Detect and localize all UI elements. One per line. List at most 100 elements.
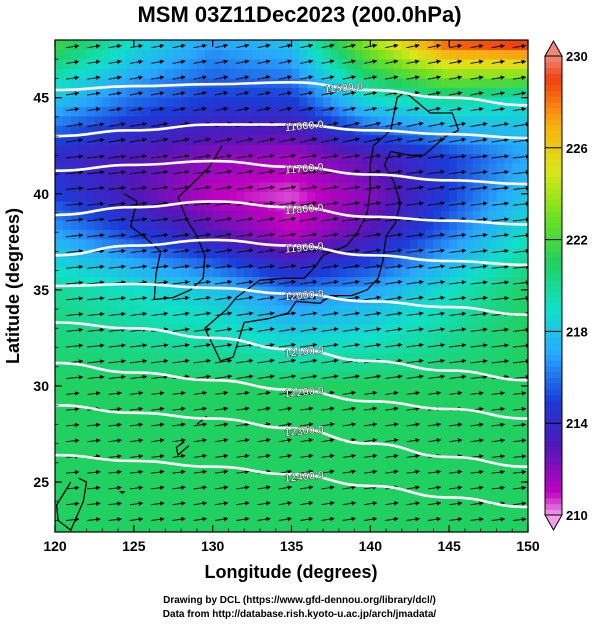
heatmap-cell xyxy=(86,437,96,448)
heatmap-cell xyxy=(409,115,419,126)
heatmap-cell xyxy=(259,58,269,69)
heatmap-cell xyxy=(220,323,230,334)
wind-arrow xyxy=(491,59,505,65)
heatmap-cell xyxy=(307,484,316,495)
heatmap-cell xyxy=(283,286,293,297)
wind-arrow xyxy=(193,469,208,475)
heatmap-cell xyxy=(189,58,198,69)
heatmap-cell xyxy=(299,68,308,79)
heatmap-cell xyxy=(378,371,387,382)
wind-arrow xyxy=(108,248,126,254)
heatmap-cell xyxy=(78,181,88,192)
heatmap-cell xyxy=(393,58,403,69)
heatmap-cell xyxy=(204,125,214,136)
wind-arrow xyxy=(470,391,484,396)
heatmap-cell xyxy=(86,125,96,136)
heatmap-cell xyxy=(433,248,442,259)
heatmap-cell xyxy=(315,465,324,476)
heatmap-cell xyxy=(315,87,324,98)
heatmap-cell xyxy=(472,115,482,126)
heatmap-cell xyxy=(70,427,80,438)
heatmap-cell xyxy=(362,191,371,202)
heatmap-cell xyxy=(449,304,458,315)
wind-arrow xyxy=(278,516,293,522)
heatmap-cell xyxy=(472,314,482,325)
heatmap-cell xyxy=(244,437,253,448)
heatmap-cell xyxy=(417,257,427,268)
heatmap-cell xyxy=(212,115,222,126)
heatmap-cell xyxy=(291,361,300,372)
heatmap-cell xyxy=(354,503,364,514)
heatmap-cell xyxy=(307,267,316,278)
heatmap-cell xyxy=(346,153,356,164)
heatmap-cell xyxy=(157,323,166,334)
wind-arrow xyxy=(257,248,275,254)
heatmap-cell xyxy=(78,314,88,325)
heatmap-cell xyxy=(204,286,214,297)
heatmap-cell xyxy=(520,295,528,306)
wind-arrow xyxy=(87,501,101,506)
heatmap-cell xyxy=(149,513,159,524)
wind-arrow xyxy=(300,43,314,49)
heatmap-cell xyxy=(433,446,442,457)
heatmap-cell xyxy=(362,163,371,174)
heatmap-cell xyxy=(346,191,356,202)
heatmap-cell xyxy=(275,96,285,107)
heatmap-cell xyxy=(236,494,245,505)
heatmap-cell xyxy=(464,153,474,164)
heatmap-cell xyxy=(212,399,222,410)
wind-arrow xyxy=(87,185,105,191)
heatmap-cell xyxy=(409,267,419,278)
heatmap-cell xyxy=(62,304,72,315)
heatmap-cell xyxy=(464,371,474,382)
heatmap-cell xyxy=(354,390,364,401)
heatmap-cell xyxy=(165,286,174,297)
heatmap-cell xyxy=(480,333,490,344)
heatmap-cell xyxy=(157,115,166,126)
wind-arrow xyxy=(470,358,488,364)
heatmap-cell xyxy=(70,418,80,429)
heatmap-cell xyxy=(110,465,119,476)
heatmap-cell xyxy=(220,181,230,192)
heatmap-cell xyxy=(520,96,528,107)
wind-arrow xyxy=(321,358,339,364)
heatmap-cell xyxy=(244,163,253,174)
heatmap-cell xyxy=(118,49,127,60)
heatmap-cell xyxy=(228,163,237,174)
heatmap-cell xyxy=(133,399,143,410)
heatmap-cell xyxy=(480,153,490,164)
heatmap-cell xyxy=(393,172,403,183)
heatmap-cell xyxy=(236,513,245,524)
wind-arrow xyxy=(427,422,442,427)
heatmap-cell xyxy=(141,115,151,126)
heatmap-cell xyxy=(457,77,466,88)
heatmap-cell xyxy=(141,49,151,60)
heatmap-cell xyxy=(196,219,206,230)
wind-arrow xyxy=(300,216,318,222)
heatmap-cell xyxy=(94,238,103,249)
heatmap-cell xyxy=(291,115,300,126)
heatmap-cell xyxy=(378,210,387,221)
heatmap-cell xyxy=(228,399,237,410)
heatmap-cell xyxy=(173,163,182,174)
heatmap-cell xyxy=(330,210,340,221)
wind-arrow xyxy=(108,485,122,491)
heatmap-cell xyxy=(338,371,348,382)
heatmap-cell xyxy=(323,115,332,126)
heatmap-cell xyxy=(378,427,387,438)
heatmap-cell xyxy=(464,522,474,532)
heatmap-cell xyxy=(70,484,80,495)
heatmap-cell xyxy=(275,437,285,448)
heatmap-cell xyxy=(512,115,521,126)
heatmap-cell xyxy=(480,248,490,259)
heatmap-cell xyxy=(488,153,498,164)
wind-arrow xyxy=(512,248,528,254)
colorbar-segment xyxy=(545,193,562,201)
heatmap-cell xyxy=(291,219,300,230)
heatmap-cell xyxy=(118,361,127,372)
heatmap-cell xyxy=(315,200,324,211)
colorbar-tick-label: 214 xyxy=(566,416,588,431)
heatmap-cell xyxy=(196,475,206,486)
heatmap-cell xyxy=(464,399,474,410)
heatmap-cell xyxy=(149,49,159,60)
